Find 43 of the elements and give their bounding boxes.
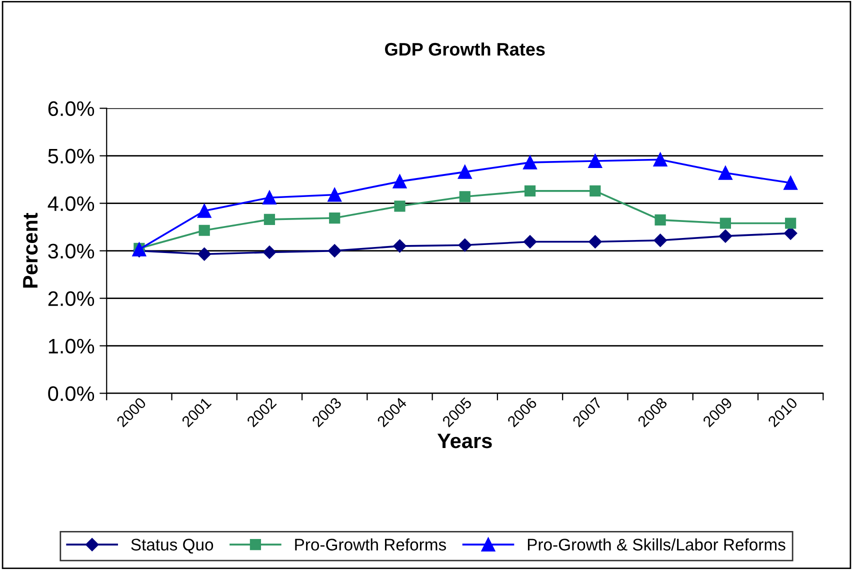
point	[590, 185, 601, 197]
point	[718, 166, 732, 180]
y-tick-label: 4.0%	[48, 196, 94, 212]
point	[264, 214, 276, 226]
point	[197, 204, 212, 218]
y-tick-label: 3.0%	[48, 244, 94, 259]
point	[262, 190, 276, 205]
point	[588, 154, 602, 168]
point	[588, 235, 602, 248]
point	[785, 218, 796, 229]
point	[523, 235, 537, 248]
point	[459, 191, 470, 202]
point	[262, 246, 276, 259]
y-tick-label: 0.0%	[48, 386, 94, 402]
chart-title: GDP Growth Rates	[385, 42, 545, 56]
y-axis-title: Percent	[23, 212, 38, 288]
legend-label: Status Quo	[131, 538, 214, 554]
point	[394, 200, 406, 212]
point	[784, 176, 798, 190]
point	[784, 226, 798, 240]
point	[720, 218, 731, 229]
point	[392, 174, 407, 188]
y-tick-label: 1.0%	[48, 338, 94, 354]
legend-label: Pro-Growth Reforms	[295, 538, 446, 551]
point	[198, 248, 211, 261]
point	[523, 156, 537, 170]
point	[458, 165, 472, 179]
y-tick-label: 2.0%	[48, 291, 94, 306]
point	[654, 214, 666, 226]
point	[328, 244, 342, 258]
point	[328, 188, 342, 202]
y-tick-label: 5.0%	[48, 148, 94, 164]
point	[458, 238, 472, 252]
y-tick-label: 6.0%	[48, 101, 94, 116]
point	[393, 239, 406, 253]
legend-label: Pro-Growth & Skills/Labor Reforms	[528, 538, 786, 551]
x-axis-title: Years	[437, 434, 492, 448]
point	[653, 152, 668, 167]
point	[524, 185, 536, 197]
point	[718, 229, 732, 243]
point	[198, 224, 210, 236]
point	[329, 212, 340, 224]
point	[654, 234, 667, 247]
